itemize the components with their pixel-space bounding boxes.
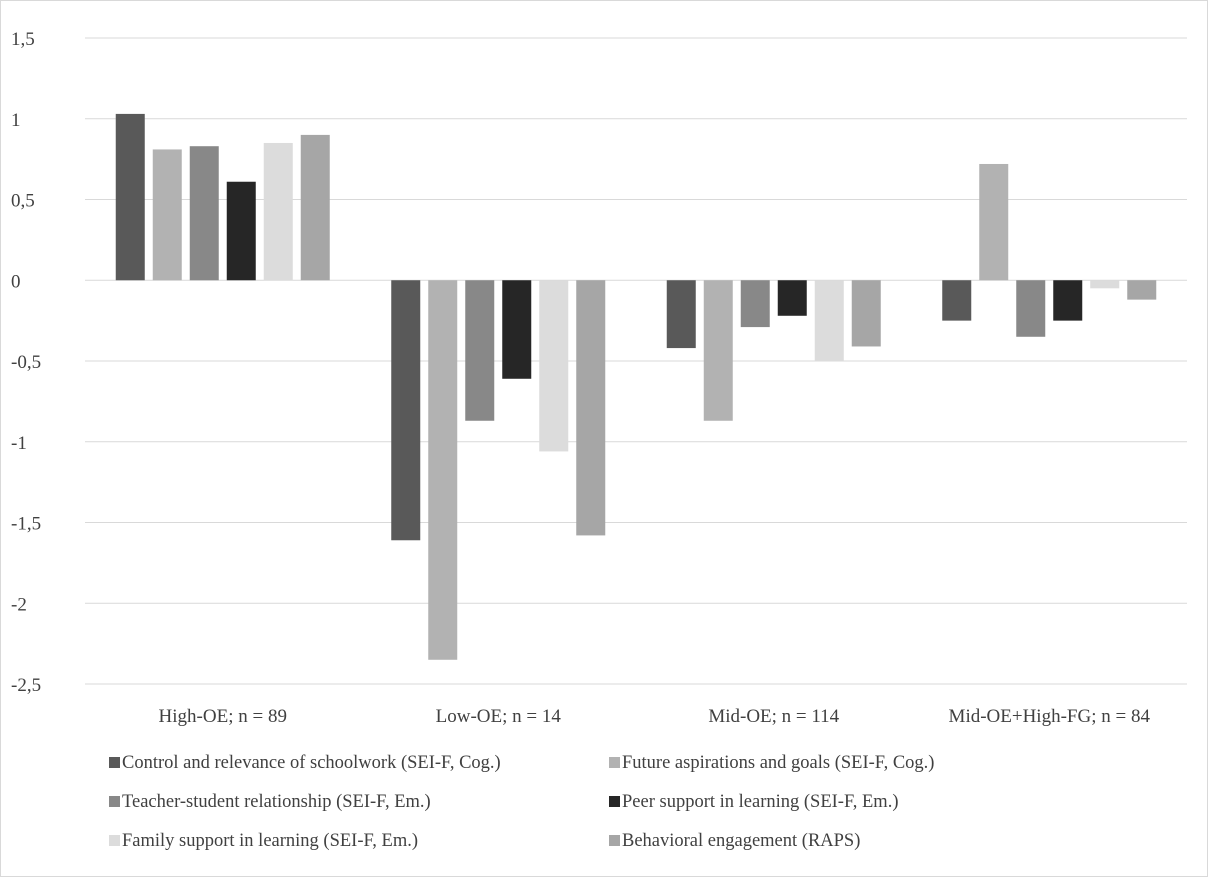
bar <box>391 280 421 541</box>
legend-swatch <box>109 835 120 846</box>
bar <box>152 149 182 281</box>
legend-label: Peer support in learning (SEI-F, Em.) <box>622 792 898 812</box>
legend-label: Family support in learning (SEI-F, Em.) <box>122 831 418 851</box>
bar <box>465 280 495 421</box>
bar <box>226 181 256 281</box>
bar <box>539 280 569 452</box>
y-axis-tick-labels: 1,5 1 0,5 0 -0,5 -1 -1,5 -2 -2,5 <box>11 29 41 696</box>
y-tick-label: 0,5 <box>11 191 35 212</box>
y-tick-label: -2 <box>11 594 27 615</box>
legend: Control and relevance of schoolwork (SEI… <box>109 753 934 851</box>
bar <box>740 280 770 328</box>
x-category-label: High-OE; n = 89 <box>159 706 287 727</box>
bar <box>1090 280 1120 289</box>
y-tick-label: 0 <box>11 271 21 292</box>
x-axis-category-labels: High-OE; n = 89 Low-OE; n = 14 Mid-OE; n =… <box>159 706 1151 727</box>
bars <box>115 113 1157 660</box>
bar <box>263 142 293 281</box>
bar <box>1016 280 1046 337</box>
bar <box>851 280 881 347</box>
bar <box>1053 280 1083 321</box>
bar <box>942 280 972 321</box>
legend-label: Control and relevance of schoolwork (SEI… <box>122 753 501 773</box>
y-tick-label: 1 <box>11 110 21 131</box>
bar <box>502 280 532 379</box>
legend-swatch <box>609 835 620 846</box>
y-tick-label: -0,5 <box>11 352 41 373</box>
bar <box>300 134 330 281</box>
y-tick-label: 1,5 <box>11 29 35 50</box>
bar <box>428 280 458 660</box>
legend-label: Future aspirations and goals (SEI-F, Cog… <box>622 753 934 773</box>
legend-swatch <box>609 796 620 807</box>
bar <box>814 280 844 361</box>
legend-swatch <box>109 757 120 768</box>
bar <box>777 280 807 316</box>
legend-swatch <box>609 757 620 768</box>
bar <box>576 280 606 536</box>
y-tick-label: -1,5 <box>11 514 41 535</box>
x-category-label: Mid-OE; n = 114 <box>708 706 839 727</box>
gridlines <box>85 37 1187 685</box>
bar <box>703 280 733 421</box>
bar <box>189 146 219 281</box>
bar <box>666 280 696 349</box>
x-category-label: Low-OE; n = 14 <box>436 706 562 727</box>
y-tick-label: -1 <box>11 433 27 454</box>
y-tick-label: -2,5 <box>11 675 41 696</box>
x-category-label: Mid-OE+High-FG; n = 84 <box>949 706 1151 727</box>
legend-label: Behavioral engagement (RAPS) <box>622 831 860 851</box>
legend-swatch <box>109 796 120 807</box>
bar <box>979 163 1009 281</box>
bar <box>115 113 145 281</box>
legend-label: Teacher-student relationship (SEI-F, Em.… <box>122 792 431 812</box>
bar <box>1127 280 1157 300</box>
